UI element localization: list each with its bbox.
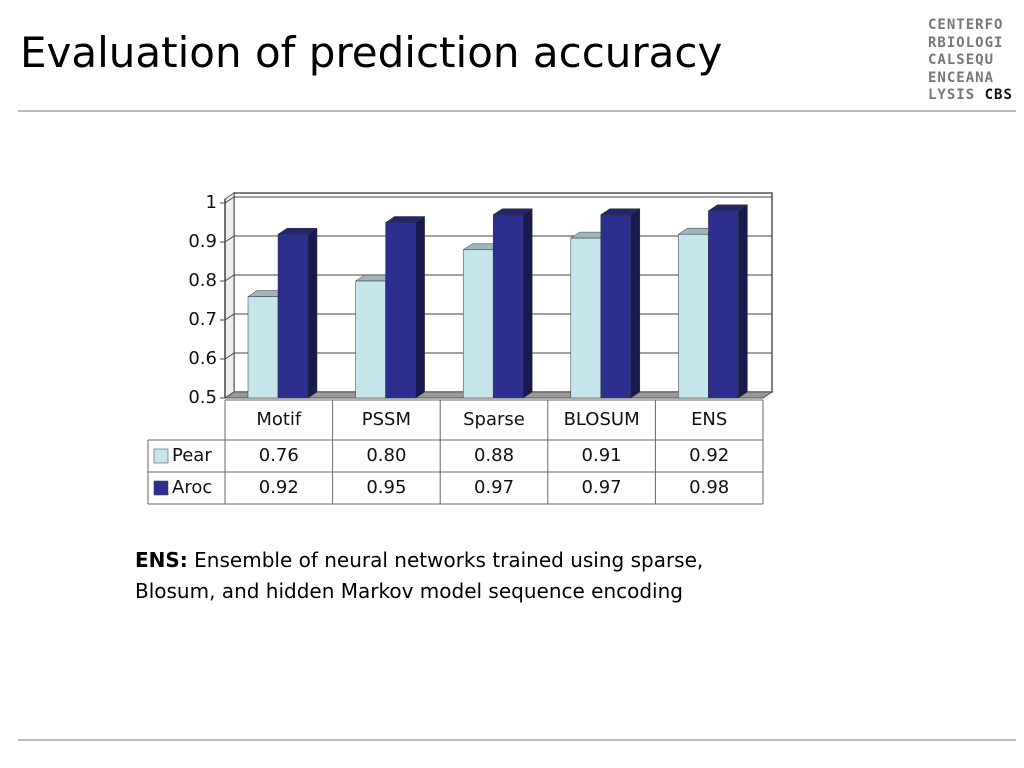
- table-value: 0.98: [689, 477, 729, 498]
- legend-swatch: [153, 448, 169, 464]
- bar: [277, 233, 309, 399]
- bar-side: [415, 216, 425, 399]
- bar: [462, 249, 494, 399]
- bar: [247, 296, 279, 399]
- bar: [355, 280, 386, 399]
- table-value: 0.88: [474, 445, 514, 466]
- table-value: 0.91: [582, 445, 622, 466]
- x-tick-label: Motif: [256, 409, 302, 430]
- table-value: 0.80: [366, 445, 406, 466]
- logo-mark: CBS: [984, 87, 1013, 103]
- legend-label: Aroc: [172, 477, 212, 498]
- table-value: 0.92: [689, 445, 729, 466]
- bar-side: [522, 208, 533, 399]
- footnote: ENS: Ensemble of neural networks trained…: [135, 545, 703, 607]
- logo-text: CALSEQU: [928, 52, 995, 68]
- bar-side: [738, 204, 748, 399]
- bar: [492, 214, 524, 399]
- left-wall: [224, 192, 235, 399]
- grid-line: [224, 313, 235, 321]
- bar: [600, 214, 632, 399]
- note-line: ENS: Ensemble of neural networks trained…: [135, 545, 703, 576]
- grid-line: [224, 352, 235, 360]
- y-tick-label: 0.7: [188, 309, 217, 330]
- table-value: 0.97: [582, 477, 622, 498]
- x-tick-label: BLOSUM: [564, 409, 640, 430]
- table-value: 0.95: [366, 477, 406, 498]
- bar: [570, 237, 602, 399]
- legend-swatch: [153, 480, 169, 496]
- bar: [385, 222, 416, 399]
- slide-title: Evaluation of prediction accuracy: [20, 28, 723, 77]
- grid-line: [224, 274, 235, 282]
- y-tick-label: 0.6: [188, 348, 217, 369]
- table-value: 0.97: [474, 477, 514, 498]
- note-text: Blosum, and hidden Markov model sequence…: [135, 579, 683, 603]
- grid-line: [224, 235, 235, 243]
- logo-line: CALSEQU: [928, 52, 1013, 70]
- x-tick-label: PSSM: [362, 409, 411, 430]
- logo-line: RBIOLOGI: [928, 35, 1013, 53]
- bar: [708, 210, 739, 399]
- bar: [678, 233, 709, 399]
- note-term: ENS:: [135, 548, 188, 572]
- footer-rule: [18, 739, 1016, 741]
- y-tick-label: 0.8: [188, 270, 217, 291]
- y-tick-label: 0.5: [188, 387, 217, 408]
- logo-line: ENCEANA: [928, 70, 1013, 88]
- table-value: 0.76: [259, 445, 299, 466]
- logo-line: LYSIS CBS: [928, 87, 1013, 105]
- y-tick-label: 0.9: [188, 231, 217, 252]
- logo-text: LYSIS: [928, 87, 976, 103]
- logo-text: CENTERFO: [928, 17, 1004, 33]
- logo-line: CENTERFO: [928, 17, 1013, 35]
- table-value: 0.92: [259, 477, 299, 498]
- bar-side: [307, 227, 318, 399]
- grid-line: [224, 196, 235, 204]
- header-rule: [18, 110, 1016, 112]
- legend-label: Pear: [172, 445, 212, 466]
- x-tick-label: ENS: [691, 409, 727, 430]
- note-text: Ensemble of neural networks trained usin…: [194, 548, 704, 572]
- y-tick-label: 1: [206, 192, 217, 213]
- logo-text: RBIOLOGI: [928, 34, 1004, 51]
- logo: CENTERFO RBIOLOGI CALSEQU ENCEANA LYSIS CBS: [928, 17, 1013, 105]
- bar-side: [630, 208, 641, 399]
- logo-text: ENCEANA: [928, 69, 995, 86]
- x-tick-label: Sparse: [463, 409, 525, 430]
